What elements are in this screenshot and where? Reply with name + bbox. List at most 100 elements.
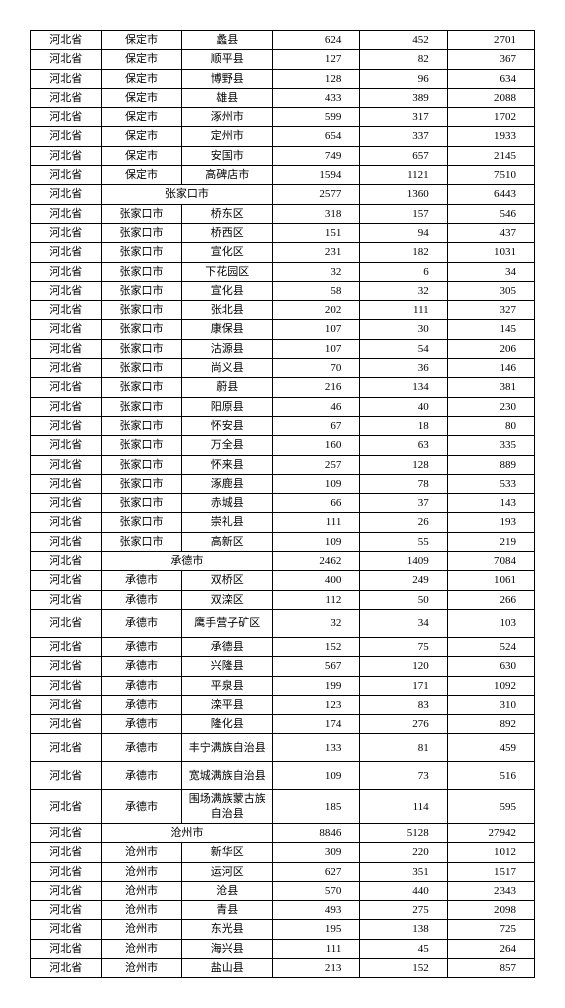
- cell-province: 河北省: [31, 715, 102, 734]
- table-row: 河北省张家口市桥西区15194437: [31, 223, 535, 242]
- cell-value: 40: [360, 397, 447, 416]
- cell-district: 怀安县: [182, 416, 273, 435]
- cell-district: 青县: [182, 901, 273, 920]
- cell-city-merged: 承德市: [101, 552, 273, 571]
- cell-value: 317: [360, 108, 447, 127]
- table-row: 河北省张家口市阳原县4640230: [31, 397, 535, 416]
- cell-district: 新华区: [182, 843, 273, 862]
- cell-district: 下花园区: [182, 262, 273, 281]
- cell-district: 运河区: [182, 862, 273, 881]
- cell-city: 张家口市: [101, 301, 182, 320]
- cell-province: 河北省: [31, 657, 102, 676]
- table-row: 河北省张家口市张北县202111327: [31, 301, 535, 320]
- cell-district: 蔚县: [182, 378, 273, 397]
- cell-value: 199: [273, 676, 360, 695]
- cell-value: 567: [273, 657, 360, 676]
- cell-value: 32: [273, 609, 360, 637]
- cell-province: 河北省: [31, 281, 102, 300]
- cell-value: 8846: [273, 823, 360, 842]
- cell-value: 151: [273, 223, 360, 242]
- cell-district: 东光县: [182, 920, 273, 939]
- cell-city: 张家口市: [101, 320, 182, 339]
- cell-value: 889: [447, 455, 534, 474]
- cell-district: 海兴县: [182, 939, 273, 958]
- cell-value: 570: [273, 881, 360, 900]
- cell-district: 滦平县: [182, 695, 273, 714]
- cell-province: 河北省: [31, 939, 102, 958]
- cell-city: 沧州市: [101, 881, 182, 900]
- cell-value: 18: [360, 416, 447, 435]
- cell-value: 351: [360, 862, 447, 881]
- cell-value: 195: [273, 920, 360, 939]
- cell-value: 433: [273, 88, 360, 107]
- cell-value: 213: [273, 959, 360, 978]
- cell-value: 111: [360, 301, 447, 320]
- table-row: 河北省张家口市崇礼县11126193: [31, 513, 535, 532]
- cell-province: 河北省: [31, 552, 102, 571]
- cell-city: 保定市: [101, 166, 182, 185]
- table-row: 河北省沧州市新华区3092201012: [31, 843, 535, 862]
- cell-value: 73: [360, 762, 447, 790]
- cell-city: 张家口市: [101, 513, 182, 532]
- cell-city: 承德市: [101, 762, 182, 790]
- table-row: 河北省保定市顺平县12782367: [31, 50, 535, 69]
- cell-value: 206: [447, 339, 534, 358]
- cell-value: 1031: [447, 243, 534, 262]
- cell-district: 高碑店市: [182, 166, 273, 185]
- cell-district: 隆化县: [182, 715, 273, 734]
- cell-value: 627: [273, 862, 360, 881]
- cell-value: 400: [273, 571, 360, 590]
- table-row: 河北省承德市宽城满族自治县10973516: [31, 762, 535, 790]
- cell-value: 174: [273, 715, 360, 734]
- cell-value: 94: [360, 223, 447, 242]
- cell-city: 保定市: [101, 31, 182, 50]
- cell-province: 河北省: [31, 204, 102, 223]
- table-row: 河北省张家口市赤城县6637143: [31, 494, 535, 513]
- cell-value: 2088: [447, 88, 534, 107]
- cell-value: 725: [447, 920, 534, 939]
- cell-value: 276: [360, 715, 447, 734]
- cell-province: 河北省: [31, 455, 102, 474]
- table-row: 河北省张家口市桥东区318157546: [31, 204, 535, 223]
- cell-value: 46: [273, 397, 360, 416]
- cell-district: 蠡县: [182, 31, 273, 50]
- cell-district: 鹰手营子矿区: [182, 609, 273, 637]
- cell-district: 双滦区: [182, 590, 273, 609]
- cell-value: 66: [273, 494, 360, 513]
- cell-province: 河北省: [31, 416, 102, 435]
- cell-city: 承德市: [101, 790, 182, 824]
- cell-value: 1594: [273, 166, 360, 185]
- cell-city: 承德市: [101, 657, 182, 676]
- cell-value: 389: [360, 88, 447, 107]
- cell-value: 67: [273, 416, 360, 435]
- cell-city: 沧州市: [101, 959, 182, 978]
- cell-city-merged: 沧州市: [101, 823, 273, 842]
- cell-city: 张家口市: [101, 436, 182, 455]
- cell-district: 顺平县: [182, 50, 273, 69]
- cell-value: 107: [273, 320, 360, 339]
- cell-value: 257: [273, 455, 360, 474]
- cell-value: 337: [360, 127, 447, 146]
- cell-value: 143: [447, 494, 534, 513]
- cell-district: 桥西区: [182, 223, 273, 242]
- cell-province: 河北省: [31, 762, 102, 790]
- cell-city: 承德市: [101, 637, 182, 656]
- cell-value: 114: [360, 790, 447, 824]
- cell-district: 涿鹿县: [182, 474, 273, 493]
- cell-value: 1517: [447, 862, 534, 881]
- cell-value: 459: [447, 734, 534, 762]
- cell-city: 保定市: [101, 88, 182, 107]
- cell-value: 112: [273, 590, 360, 609]
- cell-value: 305: [447, 281, 534, 300]
- cell-value: 75: [360, 637, 447, 656]
- cell-value: 45: [360, 939, 447, 958]
- cell-city: 沧州市: [101, 862, 182, 881]
- cell-district: 安国市: [182, 146, 273, 165]
- cell-city: 保定市: [101, 108, 182, 127]
- cell-value: 2343: [447, 881, 534, 900]
- cell-value: 1061: [447, 571, 534, 590]
- cell-province: 河北省: [31, 339, 102, 358]
- cell-value: 595: [447, 790, 534, 824]
- table-row: 河北省沧州市8846512827942: [31, 823, 535, 842]
- table-row: 河北省承德市滦平县12383310: [31, 695, 535, 714]
